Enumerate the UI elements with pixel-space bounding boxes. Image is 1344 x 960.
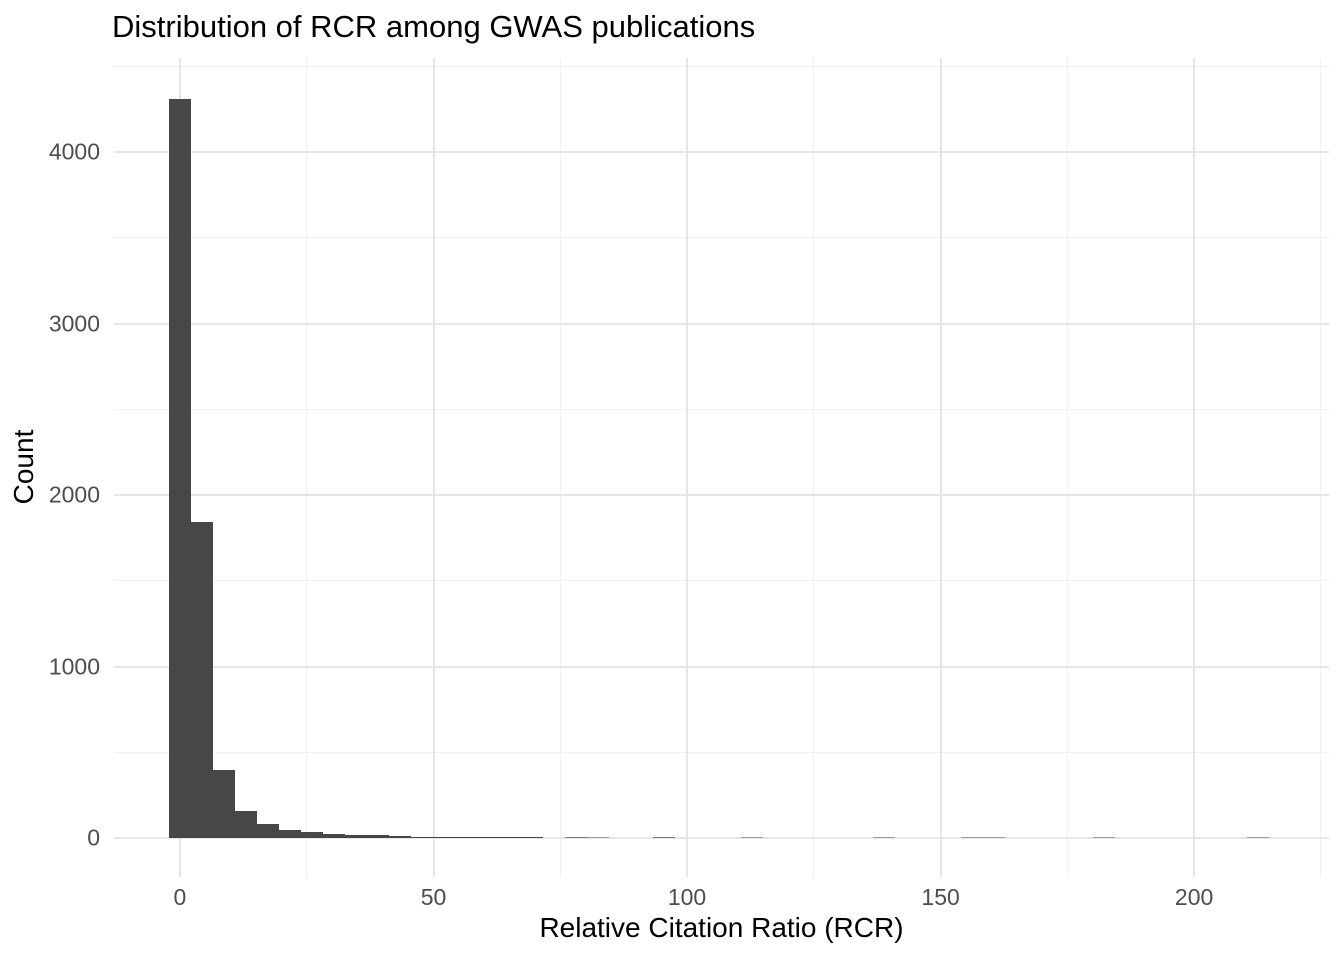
gridline-y-minor (114, 580, 1329, 582)
y-tick-label: 4000 (48, 138, 100, 165)
histogram-bar (587, 837, 610, 839)
histogram-bar (983, 837, 1006, 839)
gridline-y-major (114, 494, 1329, 496)
histogram-bar (521, 837, 543, 839)
histogram-bar (367, 835, 389, 838)
gridline-x-minor (1320, 58, 1322, 877)
histogram-bar (389, 836, 411, 839)
gridline-y-major (114, 151, 1329, 153)
gridline-x-minor (559, 58, 561, 877)
gridline-x-major (432, 58, 435, 877)
gridline-y-major (114, 665, 1329, 668)
histogram-bar (234, 810, 257, 838)
histogram-bar (1093, 837, 1116, 839)
histogram-bar (873, 837, 896, 839)
gridline-x-minor (306, 58, 308, 877)
histogram-bar (1247, 837, 1270, 839)
x-tick-label: 0 (173, 884, 187, 910)
histogram-bar (212, 769, 235, 839)
histogram-bar (279, 830, 301, 838)
gridline-y-minor (114, 237, 1329, 239)
x-tick-label: 100 (667, 884, 707, 910)
histogram-bar (301, 832, 323, 839)
gridline-y-minor (114, 751, 1329, 753)
histogram-bar (499, 837, 521, 839)
x-tick-label: 200 (1174, 884, 1214, 910)
histogram-bar (168, 98, 191, 838)
histogram-bar (190, 521, 213, 839)
histogram-bar (411, 836, 433, 838)
gridline-y-minor (114, 65, 1329, 67)
y-tick-label: 3000 (48, 310, 100, 336)
y-tick-label: 1000 (48, 653, 100, 679)
y-tick-label: 0 (87, 824, 100, 851)
gridline-x-minor (813, 58, 815, 877)
histogram-bar (653, 837, 676, 839)
histogram-bar (455, 837, 477, 838)
histogram-bar (741, 837, 764, 839)
histogram-bar (477, 837, 499, 839)
y-axis-title: Count (8, 429, 39, 505)
chart-title: Distribution of RCR among GWAS publicati… (112, 9, 756, 44)
gridline-y-major (114, 837, 1329, 840)
gridline-y-major (114, 322, 1329, 325)
histogram-bar (345, 834, 367, 838)
histogram-bar (257, 824, 279, 838)
x-tick-label: 50 (420, 884, 447, 910)
histogram-bar (565, 837, 588, 839)
histogram-bar (433, 836, 455, 839)
histogram-bar (961, 837, 984, 839)
x-tick-label: 150 (921, 884, 960, 910)
gridline-y-minor (114, 408, 1329, 410)
gridline-x-major (939, 58, 942, 877)
gridline-x-major (686, 58, 688, 877)
y-tick-label: 2000 (48, 481, 100, 508)
plot-panel (114, 58, 1329, 877)
gridline-x-major (1193, 58, 1196, 877)
x-axis-title: Relative Citation Ratio (RCR) (539, 912, 904, 943)
histogram-bar (323, 833, 345, 839)
gridline-x-minor (1066, 58, 1068, 877)
